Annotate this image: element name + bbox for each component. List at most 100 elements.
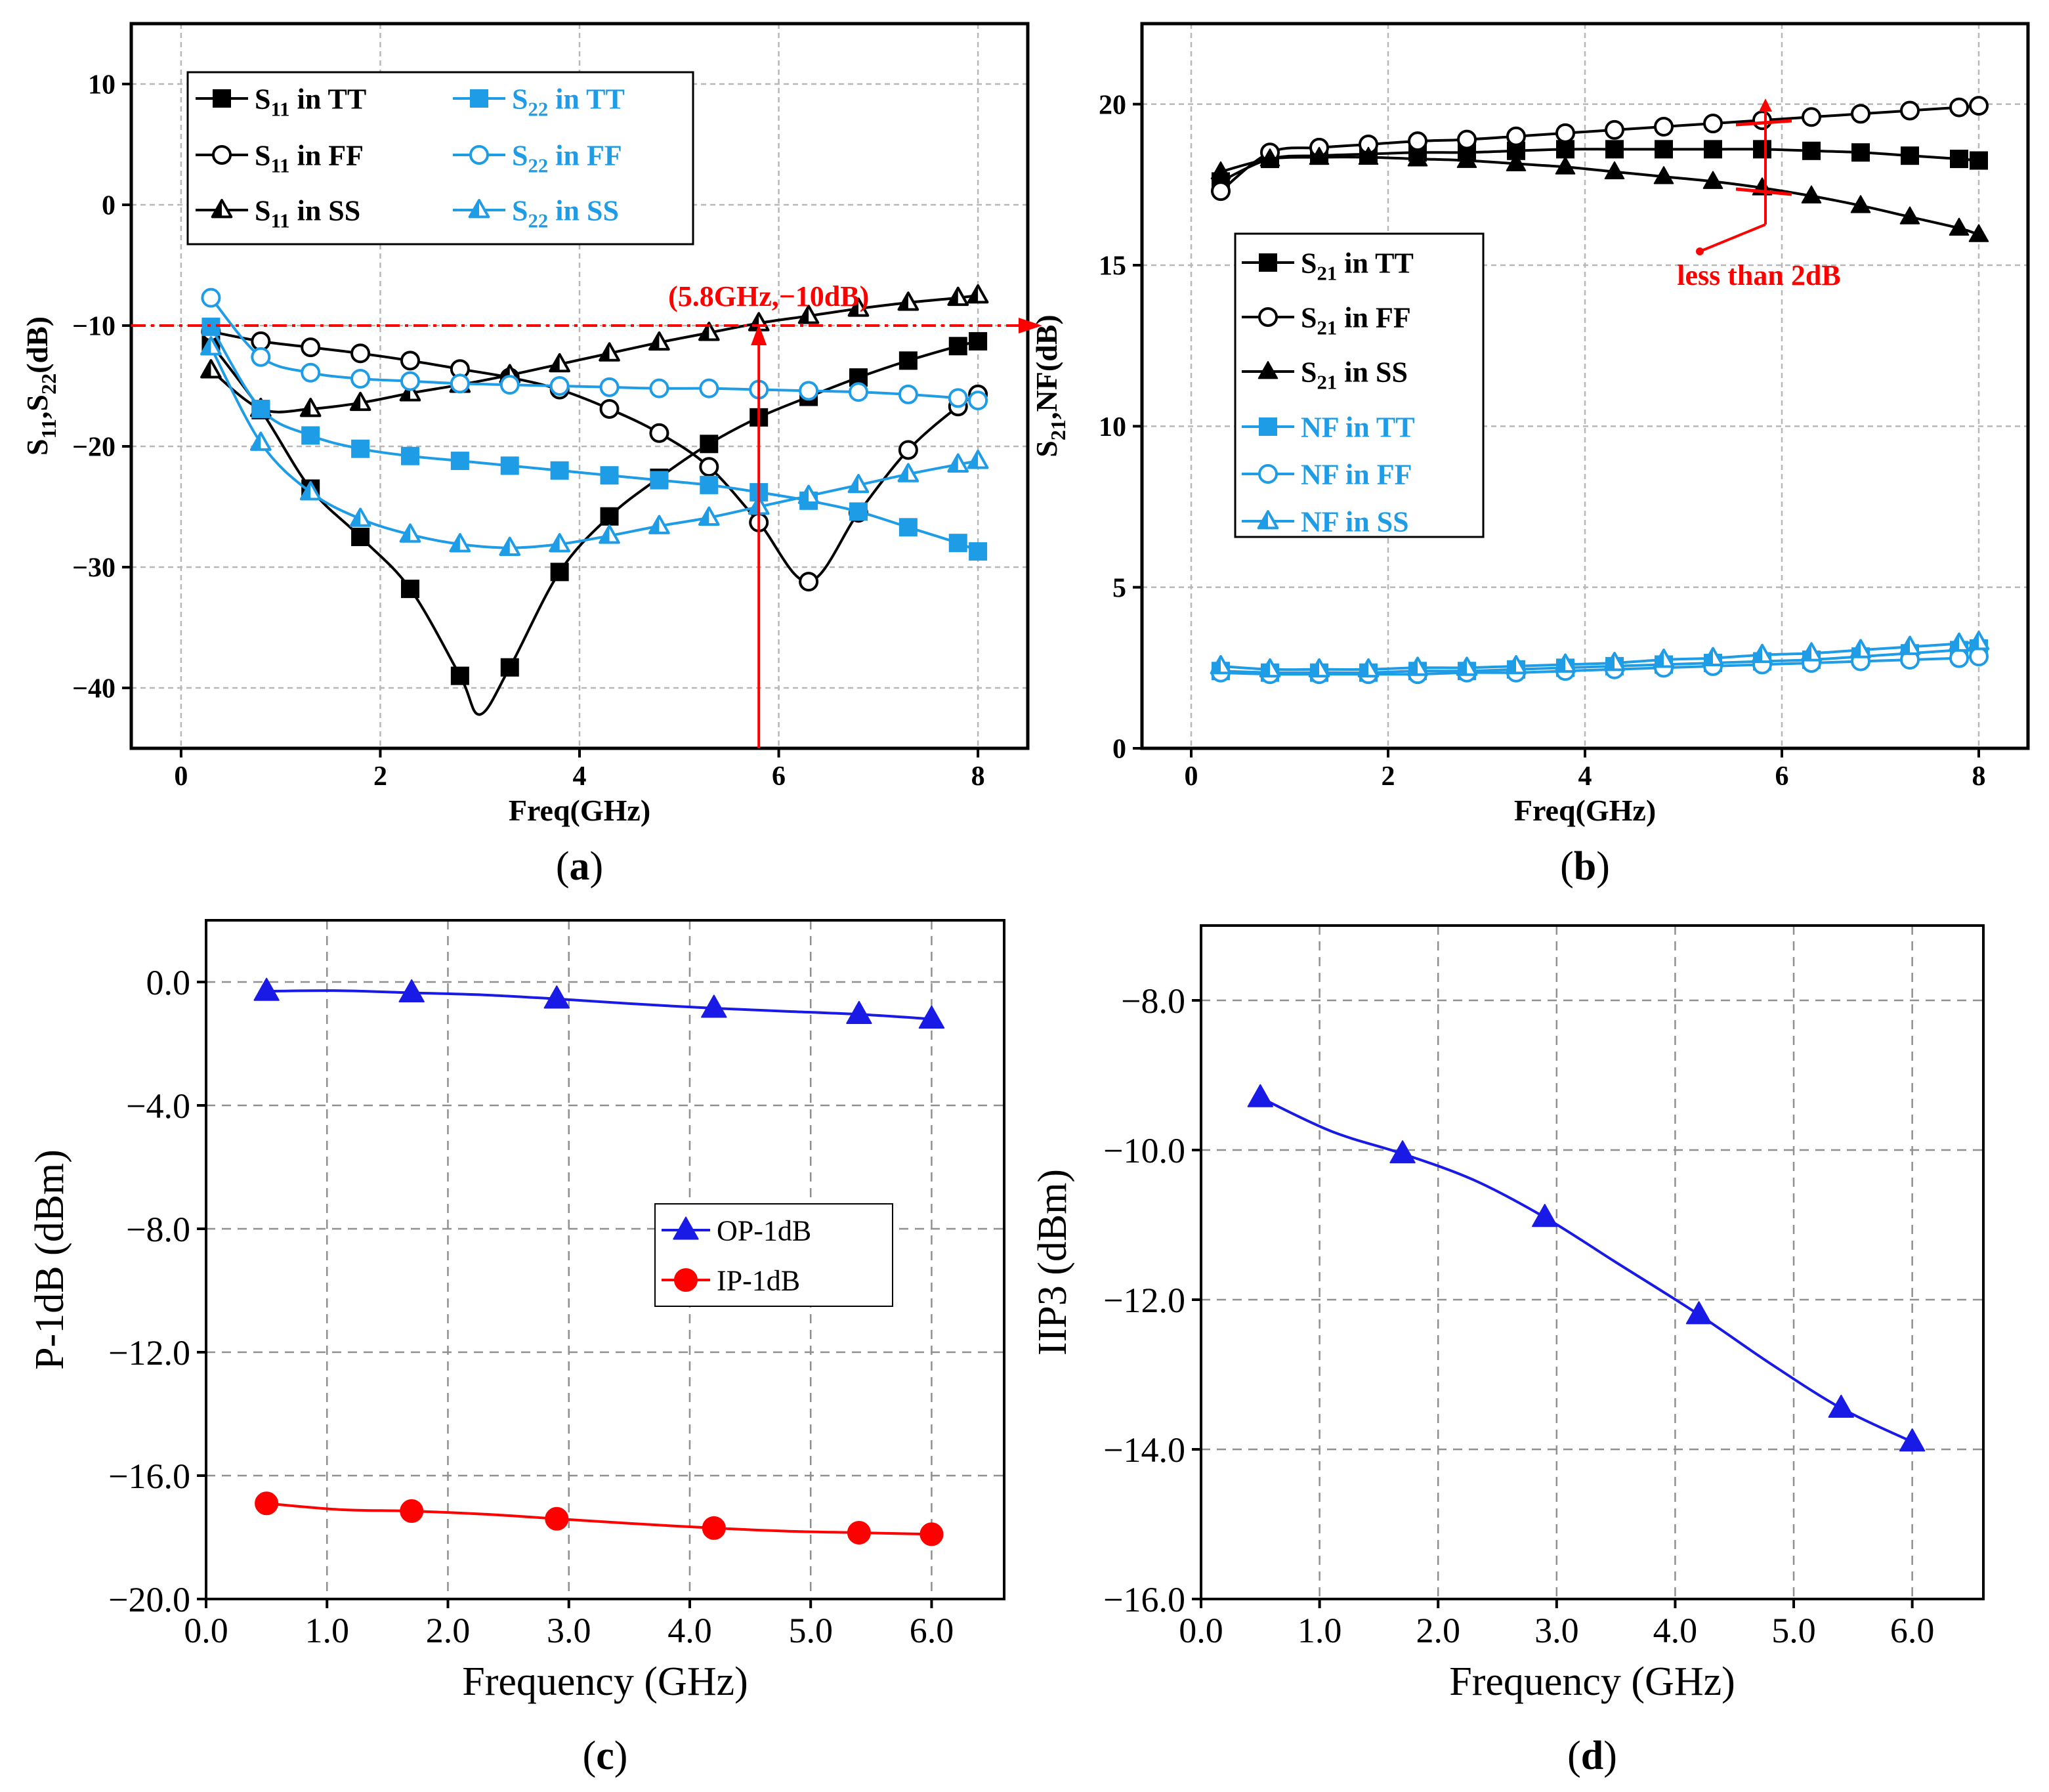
- x-axis-label: Freq(GHz): [509, 794, 650, 827]
- data-point: [1309, 146, 1330, 165]
- data-point: [650, 471, 669, 490]
- data-point: [1211, 181, 1231, 202]
- data-point: [499, 536, 521, 556]
- data-point: [200, 336, 222, 356]
- x-tick-label: 0: [174, 761, 188, 792]
- y-axis-label: IIP3 (dBm): [1030, 1169, 1075, 1355]
- legend: S11 in TT S11 in FF S11 in SS S22 in TT S22 …: [186, 71, 694, 245]
- data-point: [1653, 166, 1674, 184]
- data-point: [1950, 150, 1968, 169]
- legend-label: S11 in SS: [255, 194, 360, 232]
- data-point: [919, 1522, 944, 1547]
- data-point: [1899, 635, 1921, 655]
- y-tick-label: 20: [1099, 90, 1126, 120]
- legend-swatch-marker: [212, 145, 232, 165]
- x-tick-label: 8: [971, 761, 985, 792]
- data-point: [450, 373, 470, 394]
- data-point: [1900, 100, 1920, 121]
- panel-d: 0.0 1.0 2.0 3.0 4.0 5.0 6.0 −16.0 −14.0 −12.0 −10.…: [1030, 924, 1985, 1778]
- data-point: [499, 375, 520, 395]
- data-point: [1357, 658, 1380, 678]
- data-point: [549, 352, 570, 373]
- x-tick-label: 2: [373, 761, 387, 792]
- data-point: [1702, 647, 1724, 667]
- legend-label: S11 in FF: [255, 139, 364, 177]
- data-point: [799, 572, 819, 592]
- x-tick-label: 6.0: [910, 1611, 954, 1650]
- data-point: [449, 533, 471, 553]
- x-tick-label: 4.0: [667, 1611, 712, 1650]
- legend: S21 in TT S21 in FF S21 in SS NF in TT NF in…: [1234, 232, 1485, 538]
- x-tick-label: 2.0: [1416, 1611, 1460, 1650]
- series-line: [266, 1502, 932, 1536]
- y-tick-label: −16.0: [1103, 1580, 1185, 1619]
- data-point: [847, 297, 870, 317]
- legend-entry: S21 in TT: [1242, 247, 1414, 284]
- series-s11-in-tt: [201, 331, 988, 716]
- data-point: [399, 523, 421, 543]
- legend-label: NF in FF: [1301, 458, 1412, 490]
- data-point: [1851, 143, 1870, 162]
- series-s22-in-ss: [200, 336, 989, 556]
- annotation-dot: [1696, 247, 1704, 255]
- series-line: [1220, 156, 1979, 236]
- data-point: [1801, 185, 1822, 203]
- x-tick-label: 2: [1382, 761, 1395, 792]
- data-point: [299, 398, 322, 417]
- data-point: [500, 658, 519, 677]
- legend-swatch-marker: [1258, 464, 1278, 484]
- y-tick-label: −4.0: [126, 1086, 190, 1126]
- data-point: [1752, 110, 1772, 131]
- x-tick-label: 3.0: [547, 1611, 591, 1650]
- data-point: [948, 388, 968, 408]
- data-point: [351, 439, 370, 458]
- data-point: [967, 450, 989, 469]
- data-point: [1308, 658, 1330, 678]
- annotation-arrow: [1699, 223, 1766, 253]
- data-point: [400, 371, 420, 391]
- data-point: [797, 305, 820, 324]
- data-point: [1849, 639, 1872, 658]
- data-point: [799, 381, 819, 401]
- data-point: [599, 398, 620, 419]
- data-point: [969, 542, 988, 561]
- series-ip-1db: [255, 1491, 944, 1547]
- y-tick-label: 10: [88, 70, 116, 100]
- marker-arrow-head: [751, 324, 767, 345]
- data-point: [1704, 140, 1722, 159]
- data-point: [1506, 126, 1526, 146]
- data-point: [700, 475, 719, 494]
- legend-swatch-marker: [673, 1216, 699, 1240]
- data-point: [545, 1506, 569, 1531]
- y-tick-label: −40: [72, 674, 116, 704]
- x-tick-label: 6.0: [1890, 1611, 1935, 1650]
- data-point: [400, 446, 419, 465]
- data-point: [500, 456, 519, 475]
- legend-entry: NF in TT: [1242, 411, 1415, 443]
- data-point: [1703, 114, 1723, 134]
- legend-label: S22 in SS: [512, 194, 619, 232]
- data-point: [1702, 171, 1723, 189]
- x-tick-label: 0.0: [184, 1611, 228, 1650]
- x-tick-label: 4: [1578, 761, 1592, 792]
- data-point: [699, 378, 719, 398]
- data-point: [1800, 642, 1823, 662]
- data-point: [350, 343, 371, 364]
- data-point: [1685, 1301, 1712, 1325]
- series-iip3: [1247, 1084, 1926, 1452]
- x-tick-label: 5.0: [1771, 1611, 1816, 1650]
- data-point: [255, 1491, 279, 1516]
- panel-b: 0 2 4 6 8 0 5 10 15 20 Freq(GHz) (b) S21,NF(dB) less …: [1030, 22, 2030, 889]
- x-tick-label: 2.0: [426, 1611, 471, 1650]
- data-point: [700, 435, 719, 454]
- data-point: [350, 368, 371, 389]
- data-point: [947, 286, 969, 307]
- legend-entry: IP-1dB: [662, 1264, 800, 1296]
- data-point: [1532, 1204, 1558, 1227]
- y-tick-label: 5: [1112, 573, 1126, 603]
- legend-swatch-marker: [213, 89, 231, 108]
- data-point: [550, 563, 569, 582]
- data-point: [648, 515, 670, 534]
- data-point: [846, 1000, 872, 1024]
- data-point: [848, 382, 868, 402]
